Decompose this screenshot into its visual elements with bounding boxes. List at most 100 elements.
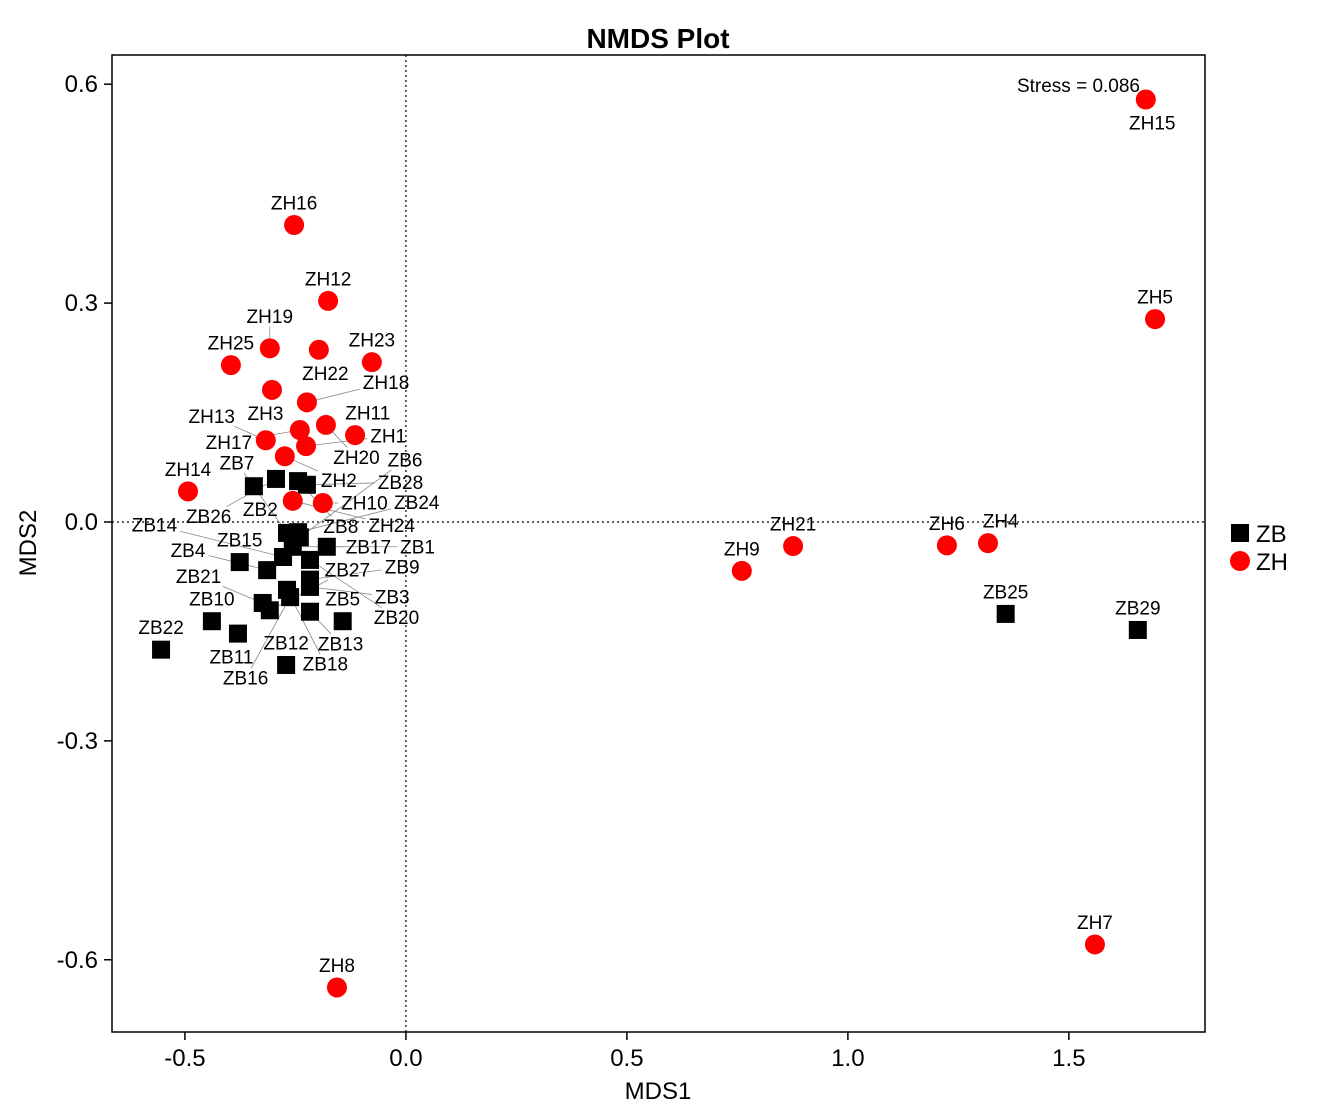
point-zh5 xyxy=(1145,309,1166,330)
plot-frame xyxy=(111,54,1206,1033)
x-axis-label: MDS1 xyxy=(625,1078,692,1105)
point-zb22 xyxy=(152,640,171,659)
point-zh23 xyxy=(361,352,382,373)
point-label-zh12: ZH12 xyxy=(305,269,351,290)
point-zh25 xyxy=(220,355,241,376)
point-zb5 xyxy=(333,612,352,631)
point-zh21 xyxy=(783,536,804,557)
point-label-zh17: ZH17 xyxy=(206,433,252,454)
label-leader-line xyxy=(306,482,375,486)
point-label-zb20: ZB20 xyxy=(374,608,419,629)
label-leader-line xyxy=(309,586,372,595)
point-label-zb9: ZB9 xyxy=(385,558,420,579)
point-label-zh11: ZH11 xyxy=(345,404,390,425)
point-label-zh8: ZH8 xyxy=(319,956,355,977)
point-label-zb26: ZB26 xyxy=(186,507,231,528)
point-label-zb11: ZB11 xyxy=(209,648,253,669)
point-label-zb12: ZB12 xyxy=(263,633,308,654)
point-zb26 xyxy=(266,469,285,488)
point-zh11 xyxy=(345,425,366,446)
point-zb14 xyxy=(274,547,293,566)
y-tick-label: -0.3 xyxy=(57,728,98,755)
point-label-zb18: ZB18 xyxy=(303,655,348,676)
y-tick-label: -0.6 xyxy=(57,947,98,974)
point-label-zh22: ZH22 xyxy=(302,364,348,385)
point-zb20 xyxy=(301,550,320,569)
legend-label-zb: ZB xyxy=(1256,521,1287,548)
point-zb10 xyxy=(202,612,221,631)
x-tick-label: 1.0 xyxy=(831,1045,864,1072)
label-leader-line xyxy=(297,508,392,533)
point-label-zb2: ZB2 xyxy=(243,500,278,521)
point-label-zb27: ZB27 xyxy=(325,561,370,582)
y-axis-label: MDS2 xyxy=(15,510,42,577)
point-label-zh14: ZH14 xyxy=(165,460,212,481)
point-label-zh25: ZH25 xyxy=(208,334,254,355)
y-tick-label: 0.0 xyxy=(65,509,98,536)
point-label-zh19: ZH19 xyxy=(247,307,293,328)
point-zb2 xyxy=(244,477,263,496)
legend-circle-icon xyxy=(1230,551,1250,571)
point-label-zh16: ZH16 xyxy=(271,194,317,215)
point-label-zb4: ZB4 xyxy=(171,541,206,562)
point-label-zb1: ZB1 xyxy=(400,537,435,558)
point-label-zh2: ZH2 xyxy=(321,471,357,492)
point-label-zh4: ZH4 xyxy=(983,512,1019,533)
point-zh7 xyxy=(1084,934,1105,955)
point-zh15 xyxy=(1135,89,1156,110)
point-zh16 xyxy=(284,215,305,236)
point-label-zh24: ZH24 xyxy=(368,516,415,537)
point-label-zb28: ZB28 xyxy=(378,473,423,494)
point-label-zb22: ZB22 xyxy=(138,618,183,639)
point-zh14 xyxy=(178,481,199,502)
point-zb28 xyxy=(297,475,316,494)
point-zb18 xyxy=(278,580,297,599)
point-zh10 xyxy=(312,493,333,514)
point-zh20 xyxy=(315,414,336,435)
point-label-zb6: ZB6 xyxy=(388,450,423,471)
point-zb4 xyxy=(258,561,277,580)
point-label-zh6: ZH6 xyxy=(929,514,965,535)
point-label-zh1: ZH1 xyxy=(370,427,406,448)
label-leader-line xyxy=(299,469,392,538)
point-label-zb21: ZB21 xyxy=(176,567,221,588)
point-label-zh7: ZH7 xyxy=(1077,913,1113,934)
point-label-zb16: ZB16 xyxy=(223,669,268,690)
point-zh6 xyxy=(936,535,957,556)
point-zh22 xyxy=(308,339,329,360)
point-zh13 xyxy=(255,430,276,451)
point-label-zh9: ZH9 xyxy=(724,539,760,560)
point-zh1 xyxy=(296,436,317,457)
point-label-zb24: ZB24 xyxy=(394,493,440,514)
point-label-zh15: ZH15 xyxy=(1129,113,1175,134)
y-tick-label: 0.3 xyxy=(65,290,98,317)
point-zb17 xyxy=(317,537,336,556)
point-zb9 xyxy=(301,570,320,589)
point-label-zb8: ZB8 xyxy=(323,517,358,538)
x-tick-label: 0.5 xyxy=(610,1045,643,1072)
point-label-zb10: ZB10 xyxy=(189,590,234,611)
point-label-zh13: ZH13 xyxy=(189,407,235,428)
stress-annotation: Stress = 0.086 xyxy=(1017,76,1140,97)
point-zb29 xyxy=(1128,620,1147,639)
point-zh3 xyxy=(261,379,282,400)
label-leader-line xyxy=(250,596,291,669)
point-zh12 xyxy=(318,290,339,311)
point-label-zh18: ZH18 xyxy=(363,373,409,394)
point-label-zb7: ZB7 xyxy=(219,453,254,474)
point-label-zh20: ZH20 xyxy=(333,448,379,469)
point-zb27 xyxy=(260,601,279,620)
point-zh8 xyxy=(326,977,347,998)
point-zb12 xyxy=(277,655,296,674)
point-label-zh21: ZH21 xyxy=(770,515,816,536)
label-leader-line xyxy=(309,569,382,581)
point-zb11 xyxy=(228,624,247,643)
point-label-zb29: ZB29 xyxy=(1115,598,1160,619)
point-label-zb25: ZB25 xyxy=(983,582,1028,603)
point-zh4 xyxy=(977,533,998,554)
point-label-zb13: ZB13 xyxy=(318,635,363,656)
x-tick-label: 0.0 xyxy=(389,1045,422,1072)
point-zb13 xyxy=(301,602,320,621)
x-tick-label: -0.5 xyxy=(164,1045,205,1072)
